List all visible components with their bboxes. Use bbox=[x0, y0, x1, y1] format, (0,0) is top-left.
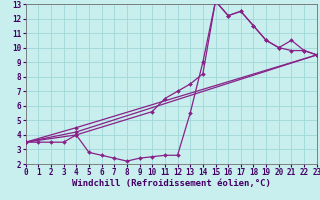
X-axis label: Windchill (Refroidissement éolien,°C): Windchill (Refroidissement éolien,°C) bbox=[72, 179, 271, 188]
